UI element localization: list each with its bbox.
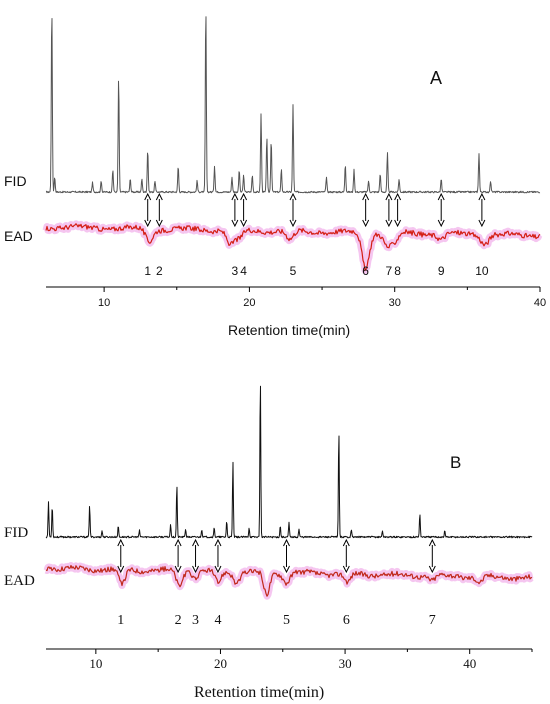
peak-label-8: 8 <box>394 264 401 278</box>
peak-label-1: 1 <box>144 264 151 278</box>
peak-arrow-3 <box>231 192 239 228</box>
panel-a-x-axis-title: Retention time(min) <box>228 322 350 338</box>
peak-label-1: 1 <box>117 613 124 628</box>
panel-b-label: B <box>450 453 461 472</box>
peak-label-2: 2 <box>175 613 182 628</box>
peak-arrow-7 <box>385 192 393 228</box>
peak-arrow-2 <box>155 192 163 228</box>
x-tick-label-40: 40 <box>534 297 546 309</box>
peak-label-9: 9 <box>438 264 445 278</box>
x-tick-label-40: 40 <box>463 656 476 671</box>
peak-label-4: 4 <box>240 264 247 278</box>
peak-label-6: 6 <box>362 264 369 278</box>
panel-b-x-ticks: 10 20 30 40 <box>89 649 533 671</box>
peak-arrow-1 <box>144 192 152 228</box>
peak-arrow-4 <box>240 192 248 228</box>
peak-label-3: 3 <box>192 613 199 628</box>
peak-arrow-6 <box>342 538 350 574</box>
peak-label-5: 5 <box>290 264 297 278</box>
panel-b-fid-trace <box>45 385 533 539</box>
peak-label-6: 6 <box>343 613 350 628</box>
peak-arrow-2 <box>174 538 182 574</box>
peak-label-2: 2 <box>156 264 163 278</box>
peak-label-3: 3 <box>232 264 239 278</box>
x-tick-label-10: 10 <box>98 297 110 309</box>
panel-b-ead-trace <box>45 564 533 597</box>
peak-arrow-10 <box>478 192 486 228</box>
x-tick-label-30: 30 <box>339 656 352 671</box>
peak-arrow-8 <box>394 192 402 228</box>
peak-arrow-6 <box>362 192 370 228</box>
panel-b-ead-label: EAD <box>4 573 35 589</box>
panel-b-x-axis-title: Retention time(min) <box>194 684 324 701</box>
panel-a-ead-label: EAD <box>4 228 33 244</box>
panel-a: A FID EAD 1 2 3 4 5 6 7 8 9 10 10 20 30 40 Retention… <box>4 16 546 338</box>
x-tick-label-20: 20 <box>243 297 255 309</box>
panel-b-fid-label: FID <box>4 525 28 541</box>
panel-a-arrows <box>144 192 486 228</box>
peak-arrow-4 <box>214 538 222 574</box>
panel-a-ead-trace <box>45 223 541 272</box>
peak-label-5: 5 <box>283 613 290 628</box>
panel-a-label: A <box>430 68 442 88</box>
peak-arrow-5 <box>283 538 290 574</box>
panel-a-fid-trace <box>45 16 541 194</box>
panel-a-fid-label: FID <box>4 173 27 189</box>
peak-label-7: 7 <box>386 264 393 278</box>
panel-b-arrows <box>117 538 436 574</box>
peak-label-10: 10 <box>475 264 489 278</box>
x-tick-label-20: 20 <box>214 656 227 671</box>
peak-label-7: 7 <box>429 613 436 628</box>
peak-arrow-5 <box>289 192 297 228</box>
peak-arrow-1 <box>117 538 125 574</box>
peak-arrow-3 <box>192 538 199 574</box>
panel-a-peak-labels: 1 2 3 4 5 6 7 8 9 10 <box>144 264 489 278</box>
x-tick-label-10: 10 <box>89 656 102 671</box>
peak-arrow-7 <box>428 538 436 574</box>
panel-a-x-ticks: 10 20 30 40 <box>98 287 546 309</box>
peak-arrow-9 <box>437 192 445 228</box>
x-tick-label-30: 30 <box>389 297 401 309</box>
peak-label-4: 4 <box>214 613 221 628</box>
